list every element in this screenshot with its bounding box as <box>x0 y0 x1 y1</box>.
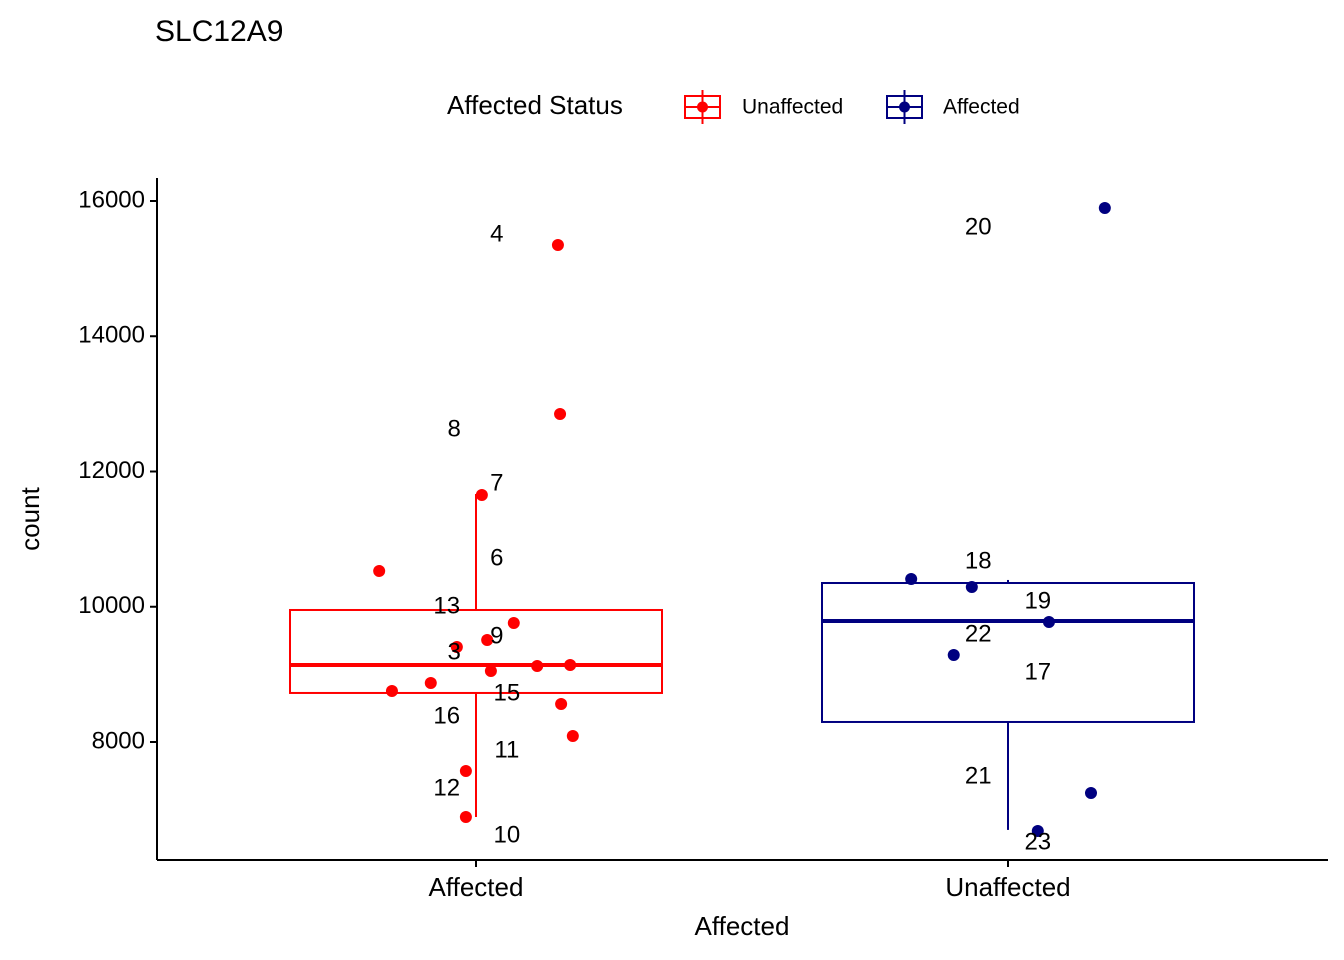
point <box>531 659 544 672</box>
point <box>1084 786 1097 799</box>
point <box>965 580 978 593</box>
point <box>475 488 488 501</box>
point-label: 4 <box>490 220 503 247</box>
point <box>1098 202 1111 215</box>
x-tick-label: Affected <box>429 872 524 902</box>
point <box>459 810 472 823</box>
point-label: 13 <box>433 592 460 619</box>
point-label: 18 <box>965 547 992 574</box>
point-label: 7 <box>490 469 503 496</box>
point <box>385 685 398 698</box>
point-label: 23 <box>1024 828 1051 855</box>
point-label: 11 <box>494 736 519 763</box>
legend-key <box>899 101 910 113</box>
legend-title: Affected Status <box>447 90 623 120</box>
point <box>555 697 568 710</box>
point-label: 20 <box>965 213 992 240</box>
point-label: 19 <box>1024 587 1051 614</box>
point-label: 16 <box>433 702 460 729</box>
point <box>551 239 564 252</box>
box <box>821 582 1195 723</box>
point <box>450 640 463 653</box>
box <box>289 608 663 694</box>
point <box>564 658 577 671</box>
point-label: 22 <box>965 620 992 647</box>
point-label: 10 <box>494 821 521 848</box>
point <box>459 765 472 778</box>
chart-title: SLC12A9 <box>155 15 283 48</box>
y-tick-label: 14000 <box>78 322 145 349</box>
y-tick-label: 12000 <box>78 457 145 484</box>
point <box>507 616 520 629</box>
point-label: 3 <box>448 638 461 665</box>
point-label: 21 <box>965 762 992 789</box>
point-label: 15 <box>494 679 521 706</box>
point <box>566 729 579 742</box>
y-axis-label: count <box>15 486 45 550</box>
y-tick-label: 16000 <box>78 186 145 213</box>
point-label: 12 <box>433 774 460 801</box>
point <box>1042 616 1055 629</box>
point-label: 17 <box>1024 658 1051 685</box>
point <box>947 649 960 662</box>
point-label: 8 <box>448 415 461 442</box>
y-tick-label: 8000 <box>92 727 145 754</box>
point <box>481 634 494 647</box>
point-label: 6 <box>490 544 503 571</box>
point-label: 9 <box>490 622 503 649</box>
legend-label: Affected <box>943 96 1020 119</box>
x-axis-label: Affected <box>695 911 790 941</box>
point <box>373 564 386 577</box>
point <box>484 664 497 677</box>
legend-key <box>697 101 708 113</box>
legend-label: Unaffected <box>742 96 843 119</box>
point <box>1031 824 1044 837</box>
point <box>424 677 437 690</box>
x-tick-label: Unaffected <box>945 872 1070 902</box>
point <box>905 573 918 586</box>
y-tick-label: 10000 <box>78 592 145 619</box>
point <box>554 408 567 421</box>
